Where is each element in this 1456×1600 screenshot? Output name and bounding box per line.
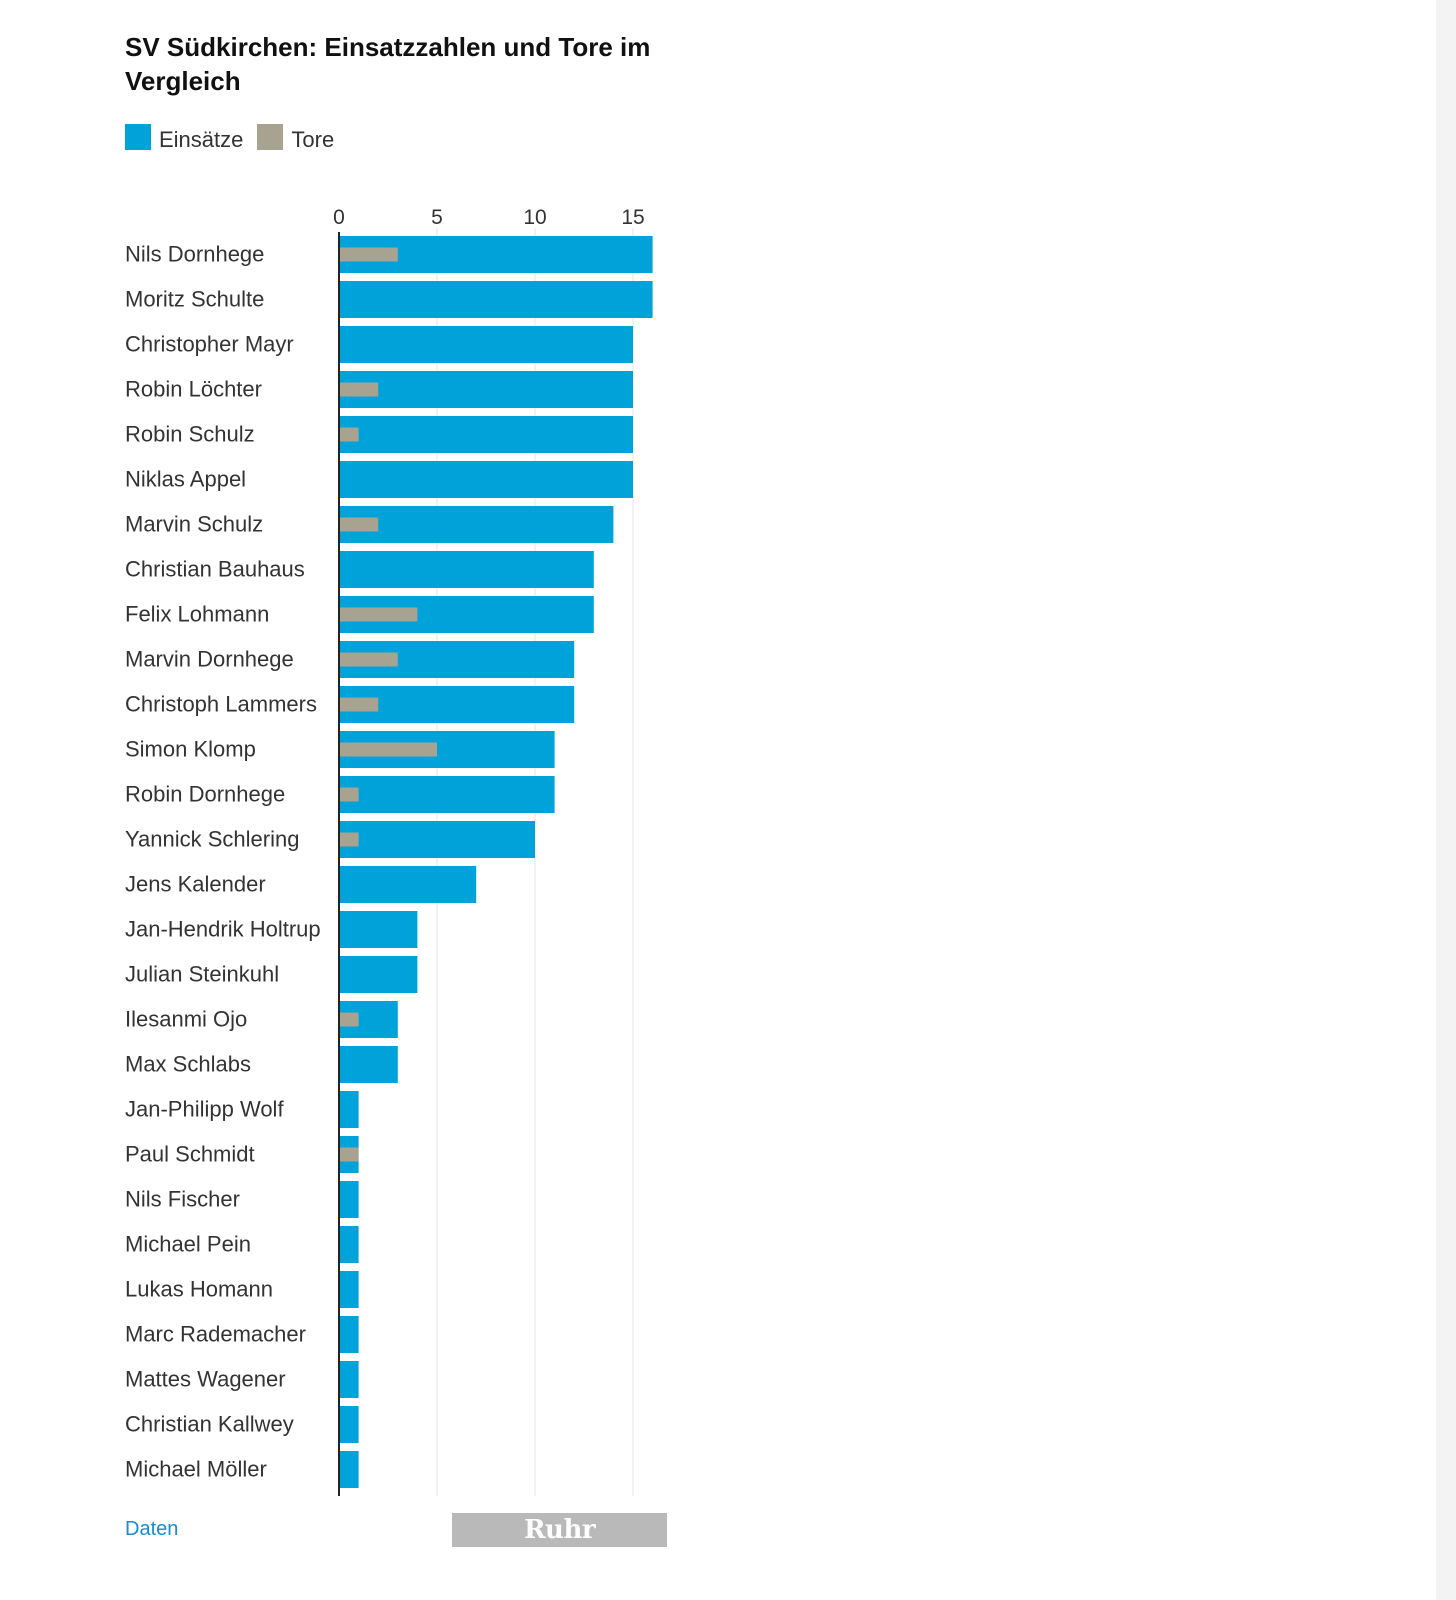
chart-legend: Einsätze Tore [125, 122, 348, 152]
tore-bar [339, 787, 359, 802]
legend-swatch-einsaetze [125, 124, 151, 150]
einsaetze-bar [339, 1226, 359, 1263]
einsaetze-bar [339, 911, 418, 948]
category-label: Michael Möller [125, 1457, 267, 1482]
einsaetze-bar [339, 1046, 398, 1083]
einsaetze-bar [339, 371, 633, 408]
legend-item-einsaetze: Einsätze [125, 121, 243, 153]
einsaetze-bar [339, 551, 594, 588]
category-label: Marvin Dornhege [125, 647, 294, 672]
einsaetze-bar [339, 1091, 359, 1128]
einsaetze-bar [339, 776, 555, 813]
tore-bar [339, 607, 418, 622]
einsaetze-bar [339, 956, 418, 993]
category-label: Jan-Hendrik Holtrup [125, 917, 321, 942]
category-label: Robin Löchter [125, 377, 262, 402]
category-label: Christoph Lammers [125, 692, 317, 717]
data-link[interactable]: Daten [125, 1518, 179, 1540]
bar-chart: 0 5 10 15 Nils Dornhege Moritz Schulte Christo… [125, 206, 653, 1496]
tore-bar [339, 652, 398, 667]
x-tick-label: 5 [431, 206, 443, 229]
einsaetze-bar [339, 1181, 359, 1218]
tore-bar [339, 697, 379, 712]
x-tick-label: 0 [333, 206, 345, 229]
einsaetze-bar [339, 1406, 359, 1443]
tore-bar [339, 517, 379, 532]
tore-bar [339, 382, 379, 397]
category-label: Yannick Schlering [125, 827, 299, 852]
tore-bar [339, 1012, 359, 1027]
legend-label-tore: Tore [291, 127, 335, 152]
einsaetze-bar [339, 416, 633, 453]
category-label: Jan-Philipp Wolf [125, 1097, 284, 1122]
category-label: Julian Steinkuhl [125, 962, 279, 987]
category-label: Jens Kalender [125, 872, 266, 897]
category-label: Christian Bauhaus [125, 557, 305, 582]
tore-bar [339, 832, 359, 847]
publisher-logo: Ruhr Nachrichten [452, 1513, 667, 1579]
chart-title: SV Südkirchen: Einsatzzahlen und Tore im… [125, 32, 651, 96]
category-label: Moritz Schulte [125, 287, 264, 312]
page-edge-strip [1436, 0, 1456, 1600]
category-label: Niklas Appel [125, 467, 246, 492]
category-label: Nils Dornhege [125, 242, 264, 267]
category-label: Robin Dornhege [125, 782, 285, 807]
legend-item-tore: Tore [257, 121, 334, 153]
tore-bar [339, 427, 359, 442]
category-label: Nils Fischer [125, 1187, 240, 1212]
einsaetze-bar [339, 821, 535, 858]
category-label: Christopher Mayr [125, 332, 294, 357]
einsaetze-bar [339, 1271, 359, 1308]
category-label: Felix Lohmann [125, 602, 269, 627]
x-tick-label: 15 [621, 206, 644, 229]
x-tick-label: 10 [523, 206, 546, 229]
category-label: Ilesanmi Ojo [125, 1007, 247, 1032]
tore-bar [339, 247, 398, 262]
category-label: Lukas Homann [125, 1277, 273, 1302]
category-label: Michael Pein [125, 1232, 251, 1257]
category-label: Marvin Schulz [125, 512, 263, 537]
category-label: Marc Rademacher [125, 1322, 306, 1347]
legend-label-einsaetze: Einsätze [159, 127, 244, 152]
einsaetze-bar [339, 461, 633, 498]
einsaetze-bar [339, 1451, 359, 1488]
einsaetze-bar [339, 866, 477, 903]
category-label: Mattes Wagener [125, 1367, 286, 1392]
tore-bar [339, 1147, 359, 1162]
einsaetze-bar [339, 506, 614, 543]
legend-swatch-tore [257, 124, 284, 150]
tore-bar [339, 742, 437, 757]
category-label: Max Schlabs [125, 1052, 251, 1077]
category-label: Robin Schulz [125, 422, 255, 447]
category-label: Simon Klomp [125, 737, 256, 762]
einsaetze-bar [339, 281, 653, 318]
category-label: Christian Kallwey [125, 1412, 294, 1437]
category-label: Paul Schmidt [125, 1142, 255, 1167]
einsaetze-bar [339, 1316, 359, 1353]
einsaetze-bar [339, 326, 633, 363]
einsaetze-bar [339, 1361, 359, 1398]
